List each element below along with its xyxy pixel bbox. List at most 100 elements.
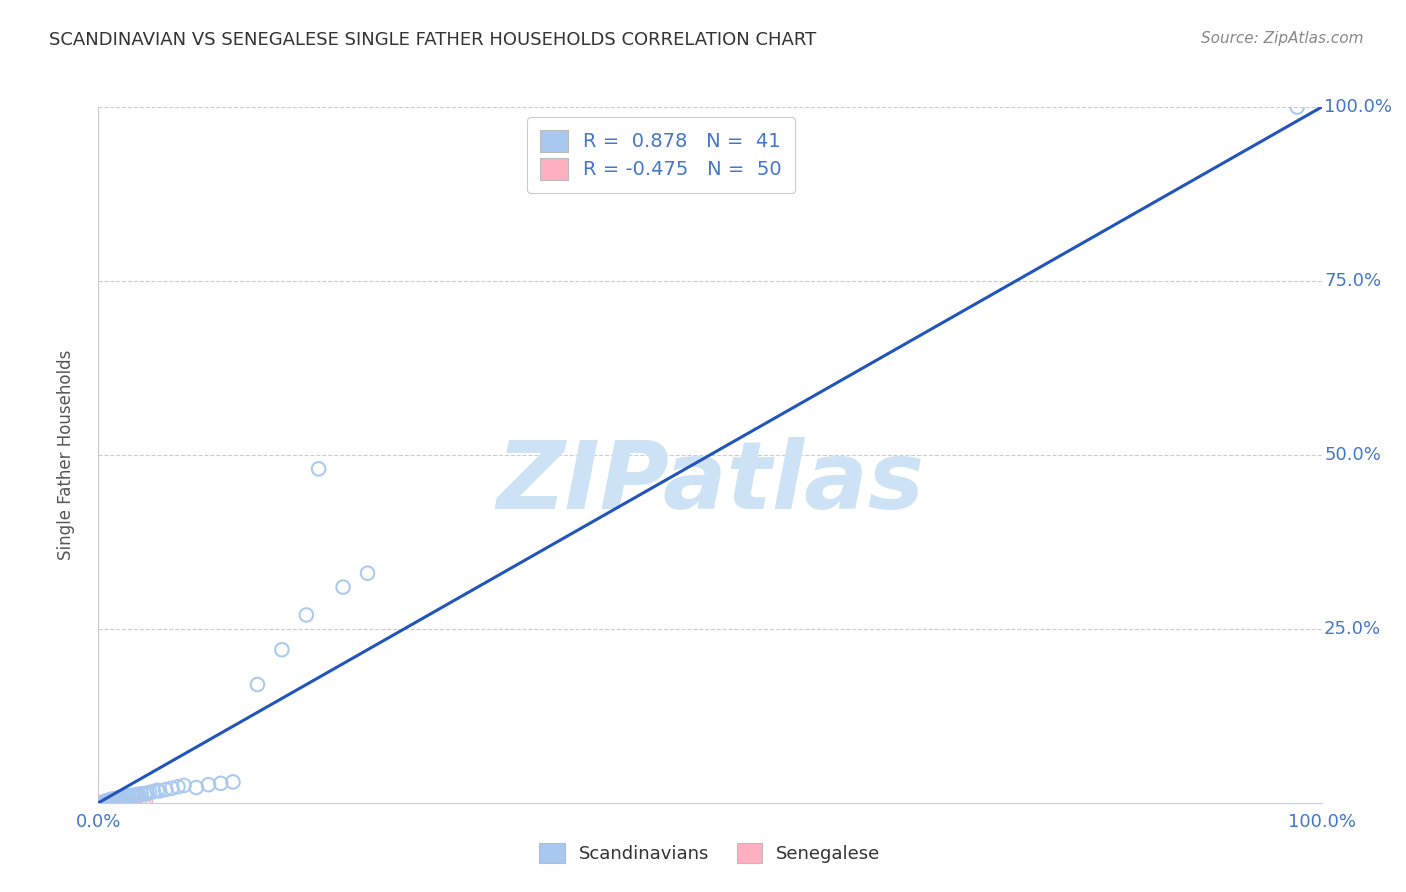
Point	[129, 795, 152, 809]
Point	[103, 795, 125, 809]
Point	[97, 794, 120, 808]
Point	[91, 794, 114, 808]
Point	[94, 794, 117, 808]
Point	[111, 795, 134, 809]
Point	[91, 794, 114, 808]
Point	[295, 607, 318, 622]
Point	[110, 795, 132, 809]
Point	[110, 791, 132, 805]
Point	[91, 794, 114, 808]
Point	[111, 791, 134, 805]
Point	[100, 794, 122, 808]
Point	[120, 789, 142, 804]
Point	[103, 791, 125, 805]
Point	[129, 787, 152, 801]
Text: ZIPatlas: ZIPatlas	[496, 437, 924, 529]
Point	[93, 794, 115, 808]
Point	[103, 794, 125, 808]
Point	[173, 778, 195, 792]
Point	[128, 788, 150, 802]
Point	[121, 795, 143, 809]
Point	[246, 677, 269, 691]
Point	[1286, 100, 1309, 114]
Point	[97, 795, 120, 809]
Point	[134, 795, 156, 809]
Point	[356, 566, 378, 581]
Point	[308, 462, 330, 476]
Point	[332, 580, 354, 594]
Point	[111, 795, 134, 809]
Point	[90, 794, 112, 808]
Point	[96, 794, 118, 808]
Point	[93, 794, 115, 808]
Point	[115, 790, 138, 805]
Point	[91, 795, 114, 809]
Point	[114, 789, 136, 804]
Point	[97, 794, 120, 808]
Point	[114, 795, 136, 809]
Point	[142, 785, 165, 799]
Point	[93, 795, 115, 809]
Point	[101, 795, 124, 809]
Point	[101, 794, 124, 808]
Point	[121, 788, 143, 802]
Point	[160, 781, 183, 796]
Point	[101, 795, 124, 809]
Point	[124, 795, 146, 809]
Text: Source: ZipAtlas.com: Source: ZipAtlas.com	[1201, 31, 1364, 46]
Point	[96, 794, 118, 808]
Point	[101, 793, 124, 807]
Point	[91, 794, 114, 808]
Point	[93, 794, 115, 808]
Point	[136, 795, 159, 809]
Point	[96, 794, 118, 808]
Point	[118, 795, 141, 809]
Point	[127, 788, 149, 802]
Legend: Scandinavians, Senegalese: Scandinavians, Senegalese	[533, 836, 887, 871]
Point	[105, 795, 128, 809]
Y-axis label: Single Father Households: Single Father Households	[56, 350, 75, 560]
Point	[96, 795, 118, 809]
Point	[107, 795, 129, 809]
Point	[124, 789, 146, 803]
Point	[98, 794, 121, 808]
Point	[90, 794, 112, 808]
Point	[90, 795, 112, 809]
Point	[139, 785, 162, 799]
Point	[134, 788, 156, 802]
Point	[91, 795, 114, 809]
Point	[100, 794, 122, 808]
Point	[222, 775, 245, 789]
Point	[98, 794, 121, 808]
Text: 100.0%: 100.0%	[1324, 98, 1392, 116]
Point	[101, 794, 124, 808]
Point	[146, 783, 169, 797]
Point	[167, 780, 190, 794]
Text: SCANDINAVIAN VS SENEGALESE SINGLE FATHER HOUSEHOLDS CORRELATION CHART: SCANDINAVIAN VS SENEGALESE SINGLE FATHER…	[49, 31, 817, 49]
Text: 50.0%: 50.0%	[1324, 446, 1381, 464]
Point	[136, 786, 159, 800]
Point	[100, 792, 122, 806]
Point	[101, 794, 124, 808]
Point	[107, 791, 129, 805]
Point	[105, 792, 128, 806]
Point	[100, 795, 122, 809]
Text: 75.0%: 75.0%	[1324, 272, 1381, 290]
Point	[98, 793, 121, 807]
Point	[209, 776, 232, 790]
Point	[94, 795, 117, 809]
Point	[155, 782, 177, 797]
Point	[270, 642, 294, 657]
Point	[118, 789, 141, 803]
Point	[108, 795, 131, 809]
Point	[101, 794, 124, 808]
Point	[197, 778, 219, 792]
Point	[186, 780, 208, 795]
Point	[98, 795, 121, 809]
Point	[104, 795, 127, 809]
Point	[111, 790, 134, 805]
Text: 25.0%: 25.0%	[1324, 620, 1381, 638]
Point	[149, 784, 172, 798]
Point	[94, 794, 117, 808]
Point	[103, 794, 125, 808]
